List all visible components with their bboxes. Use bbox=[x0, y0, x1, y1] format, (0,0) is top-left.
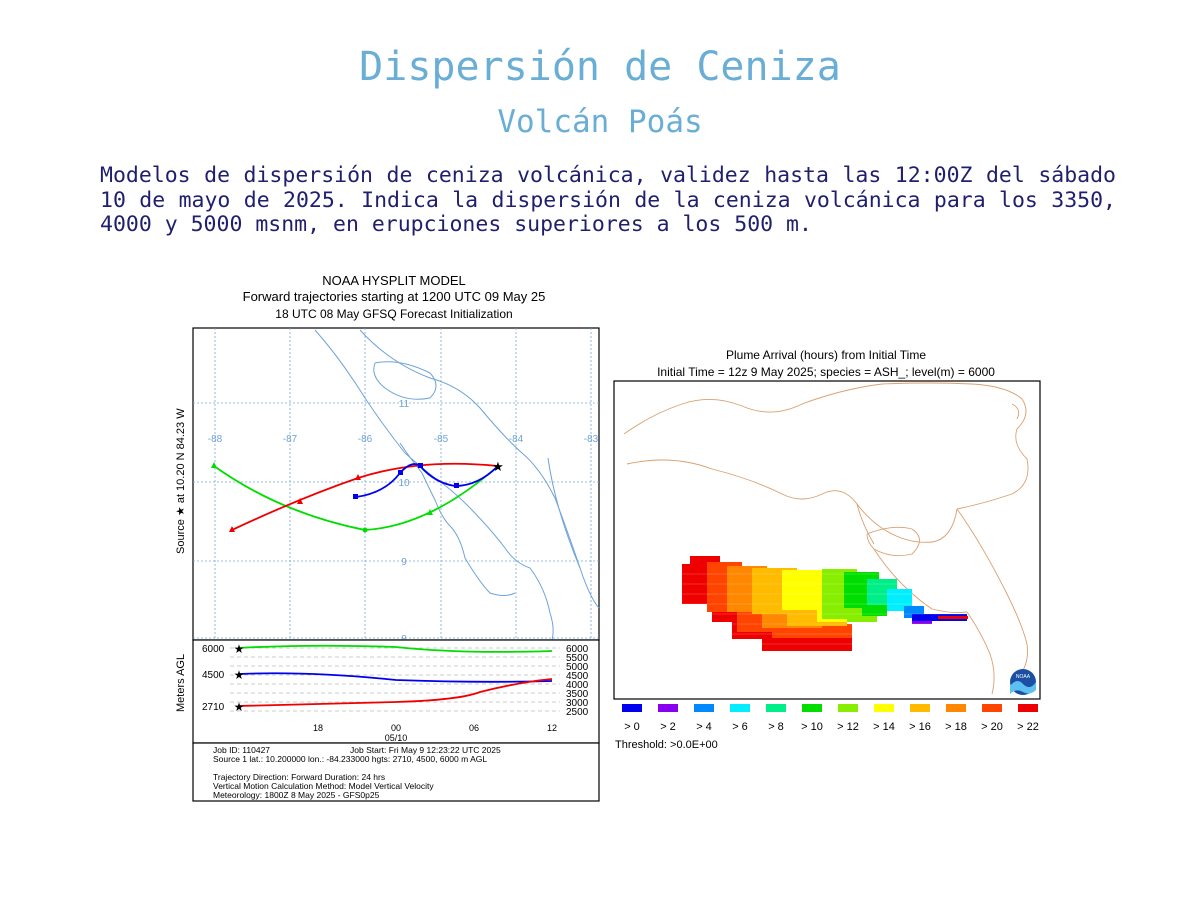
legend-swatch bbox=[838, 704, 858, 712]
page-title: Dispersión de Ceniza bbox=[359, 44, 841, 90]
profile-star-icon: ★ bbox=[234, 700, 245, 714]
height-left-label: 2710 bbox=[202, 702, 225, 713]
time-tick: 00 bbox=[391, 723, 401, 733]
lon-label: -84 bbox=[509, 434, 524, 445]
source-location-label: Source ★ at 10.20 N 84.23 W bbox=[175, 408, 187, 554]
legend-swatch bbox=[766, 704, 786, 712]
height-right-label: 3000 bbox=[566, 698, 589, 709]
info-source: Source 1 lat.: 10.200000 lon.: -84.23300… bbox=[213, 754, 487, 764]
info-vertical: Vertical Motion Calculation Method: Mode… bbox=[213, 781, 434, 791]
hysplit-trajectory-figure: NOAA HYSPLIT MODEL Forward trajectories … bbox=[175, 273, 600, 802]
height-trace-6000m bbox=[237, 644, 553, 653]
legend-swatch bbox=[622, 704, 642, 712]
height-left-label: 4500 bbox=[202, 670, 225, 681]
height-right-label: 4500 bbox=[566, 671, 589, 682]
plume-arrival-figure: Plume Arrival (hours) from Initial Time … bbox=[613, 348, 1041, 751]
legend-swatch bbox=[802, 704, 822, 712]
page-subtitle: Volcán Poás bbox=[497, 104, 703, 140]
lat-label: 11 bbox=[399, 399, 410, 410]
plume-title-1: Plume Arrival (hours) from Initial Time bbox=[726, 348, 926, 362]
height-profile-panel: ★ ★ ★ 6000 4500 2710 6000 5500 5000 4500… bbox=[192, 639, 600, 744]
time-tick: 18 bbox=[313, 723, 323, 733]
height-right-label: 5000 bbox=[566, 662, 589, 673]
legend-label: > 22 bbox=[1017, 721, 1039, 733]
height-trace-2710m bbox=[237, 678, 553, 707]
lon-label: -85 bbox=[434, 434, 449, 445]
plume-title-2: Initial Time = 12z 9 May 2025; species =… bbox=[657, 365, 995, 379]
plume-cells bbox=[682, 556, 968, 651]
legend-label: > 2 bbox=[660, 721, 676, 733]
trajectory-map: -88 -87 -86 -85 -84 -83 11 10 9 8 bbox=[192, 327, 600, 645]
legend-label: > 16 bbox=[909, 721, 931, 733]
legend-swatch bbox=[694, 704, 714, 712]
legend-label: > 6 bbox=[732, 721, 748, 733]
y-axis-label: Meters AGL bbox=[175, 654, 187, 712]
legend-swatch bbox=[1018, 704, 1038, 712]
lat-label: 9 bbox=[401, 557, 407, 568]
plume-map: NOAA bbox=[613, 380, 1041, 700]
height-right-label: 5500 bbox=[566, 653, 589, 664]
height-trace-4500m bbox=[237, 672, 553, 683]
legend-label: > 20 bbox=[981, 721, 1003, 733]
profile-star-icon: ★ bbox=[234, 642, 245, 656]
legend-swatch bbox=[874, 704, 894, 712]
date-label: 05/10 bbox=[385, 733, 408, 743]
height-right-label: 6000 bbox=[566, 644, 589, 655]
lon-label: -86 bbox=[358, 434, 373, 445]
legend-label: > 18 bbox=[945, 721, 967, 733]
lat-label: 10 bbox=[398, 478, 410, 489]
hysplit-title-2: Forward trajectories starting at 1200 UT… bbox=[243, 289, 546, 304]
info-direction: Trajectory Direction: Forward Duration: … bbox=[213, 772, 385, 782]
legend-swatch bbox=[658, 704, 678, 712]
legend-label: > 4 bbox=[696, 721, 712, 733]
source-star-icon: ★ bbox=[492, 459, 504, 474]
info-job-start: Job Start: Fri May 9 12:23:22 UTC 2025 bbox=[350, 745, 501, 755]
height-right-label: 3500 bbox=[566, 689, 589, 700]
plume-legend: > 0 > 2 > 4 > 6 > 8 > 10 > 12 > 14 > 16 … bbox=[622, 704, 1039, 733]
lon-label: -87 bbox=[283, 434, 298, 445]
hysplit-title-1: NOAA HYSPLIT MODEL bbox=[322, 273, 466, 288]
profile-star-icon: ★ bbox=[234, 668, 245, 682]
legend-label: > 0 bbox=[624, 721, 640, 733]
legend-swatch bbox=[946, 704, 966, 712]
noaa-logo: NOAA bbox=[1010, 669, 1036, 695]
info-job-id: Job ID: 110427 bbox=[213, 745, 270, 755]
job-info-box: Job ID: 110427 Job Start: Fri May 9 12:2… bbox=[192, 742, 600, 802]
height-left-label: 6000 bbox=[202, 644, 225, 655]
noaa-logo-text: NOAA bbox=[1016, 674, 1031, 680]
time-tick: 06 bbox=[469, 723, 479, 733]
legend-label: > 14 bbox=[873, 721, 895, 733]
lon-label: -83 bbox=[584, 434, 599, 445]
legend-label: > 12 bbox=[837, 721, 859, 733]
height-right-label: 2500 bbox=[566, 707, 589, 718]
info-meteorology: Meteorology: 1800Z 8 May 2025 - GFS0p25 bbox=[213, 790, 380, 800]
legend-swatch bbox=[982, 704, 1002, 712]
height-right-label: 4000 bbox=[566, 680, 589, 691]
lon-label: -88 bbox=[208, 434, 223, 445]
time-tick: 12 bbox=[547, 723, 557, 733]
legend-swatch bbox=[910, 704, 930, 712]
legend-label: > 10 bbox=[801, 721, 823, 733]
legend-swatch bbox=[730, 704, 750, 712]
description-text: Modelos de dispersión de ceniza volcánic… bbox=[100, 163, 1116, 237]
threshold-label: Threshold: >0.0E+00 bbox=[615, 739, 718, 751]
legend-label: > 8 bbox=[768, 721, 784, 733]
hysplit-title-3: 18 UTC 08 May GFSQ Forecast Initializati… bbox=[275, 307, 512, 321]
